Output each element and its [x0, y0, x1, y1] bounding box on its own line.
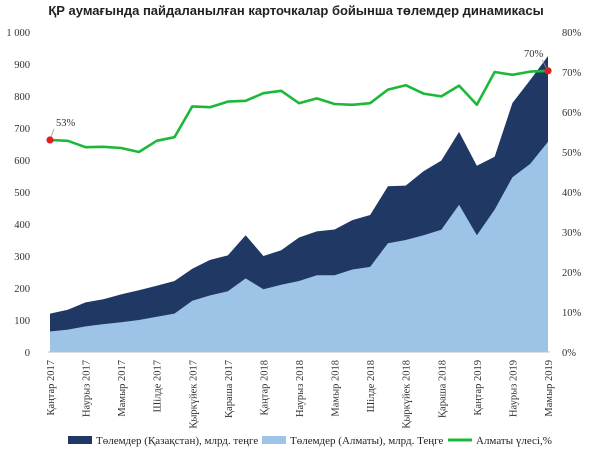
x-tick-label: Қыркүйек 2018: [402, 360, 413, 429]
legend-swatch: [68, 436, 92, 444]
annotation-label: 70%: [524, 49, 544, 60]
y-left-tick-label: 500: [14, 188, 30, 199]
y-right-tick-label: 60%: [562, 108, 582, 119]
legend: Төлемдер (Қазақстан), млрд. теңге Төлемде…: [68, 435, 552, 447]
y-right-tick-label: 10%: [562, 308, 582, 319]
x-tick-label: Наурыз 2019: [508, 360, 519, 417]
x-tick-label: Қараша 2018: [437, 360, 448, 418]
y-left-tick-label: 600: [14, 156, 30, 167]
line-series-2: [49, 69, 549, 154]
x-tick-label: Қараша 2017: [224, 360, 235, 418]
y-axis-left: 0 100 200 300 400 500 600 700 800 900 1 000: [6, 28, 30, 359]
x-tick-label: Шілде 2017: [153, 360, 164, 412]
y-axis-right: 0% 10% 20% 30% 40% 50% 60% 70% 80%: [562, 28, 582, 359]
legend-swatch: [262, 436, 286, 444]
y-left-tick-label: 700: [14, 124, 30, 135]
x-tick-label: Мамыр 2019: [544, 360, 555, 417]
chart-title: ҚР аумағында пайдаланылған карточкалар б…: [48, 3, 543, 18]
annotation-label: 53%: [56, 118, 76, 129]
y-left-tick-label: 200: [14, 284, 30, 295]
legend-label: Төлемдер (Қазақстан), млрд. теңге: [96, 435, 258, 447]
y-right-tick-label: 40%: [562, 188, 582, 199]
y-right-tick-label: 80%: [562, 28, 582, 39]
y-left-tick-label: 800: [14, 92, 30, 103]
y-right-tick-label: 30%: [562, 228, 582, 239]
x-axis: Қаңтар 2017 Наурыз 2017 Мамыр 2017 Шілде 20…: [46, 351, 555, 429]
x-tick-label: Наурыз 2018: [295, 360, 306, 417]
y-right-tick-label: 50%: [562, 148, 582, 159]
x-tick-label: Қаңтар 2018: [259, 360, 270, 416]
annotation-marker: [544, 67, 552, 75]
x-tick-label: Наурыз 2017: [82, 360, 93, 417]
annotations: 53% 70%: [46, 49, 552, 144]
legend-label: Төлемдер (Алматы), млрд. Теңге: [290, 435, 444, 447]
x-tick-label: Қыркүйек 2017: [188, 360, 199, 429]
y-right-tick-label: 70%: [562, 68, 582, 79]
y-right-tick-label: 20%: [562, 268, 582, 279]
y-left-tick-label: 100: [14, 316, 30, 327]
y-left-tick-label: 900: [14, 60, 30, 71]
x-tick-label: Қаңтар 2017: [46, 360, 57, 416]
x-tick-label: Мамыр 2018: [331, 360, 342, 417]
x-tick-label: Шілде 2018: [366, 360, 377, 412]
y-left-tick-label: 300: [14, 252, 30, 263]
y-left-tick-label: 400: [14, 220, 30, 231]
y-left-tick-label: 0: [25, 348, 30, 359]
y-right-tick-label: 0%: [562, 348, 576, 359]
annotation-marker: [46, 136, 54, 144]
area-series-1: [50, 141, 548, 352]
legend-label: Алматы үлесі,%: [476, 435, 552, 447]
plot-area: [49, 56, 549, 352]
x-tick-label: Мамыр 2017: [117, 360, 128, 417]
x-tick-label: Қаңтар 2019: [473, 360, 484, 416]
y-left-tick-label: 1 000: [6, 28, 30, 39]
